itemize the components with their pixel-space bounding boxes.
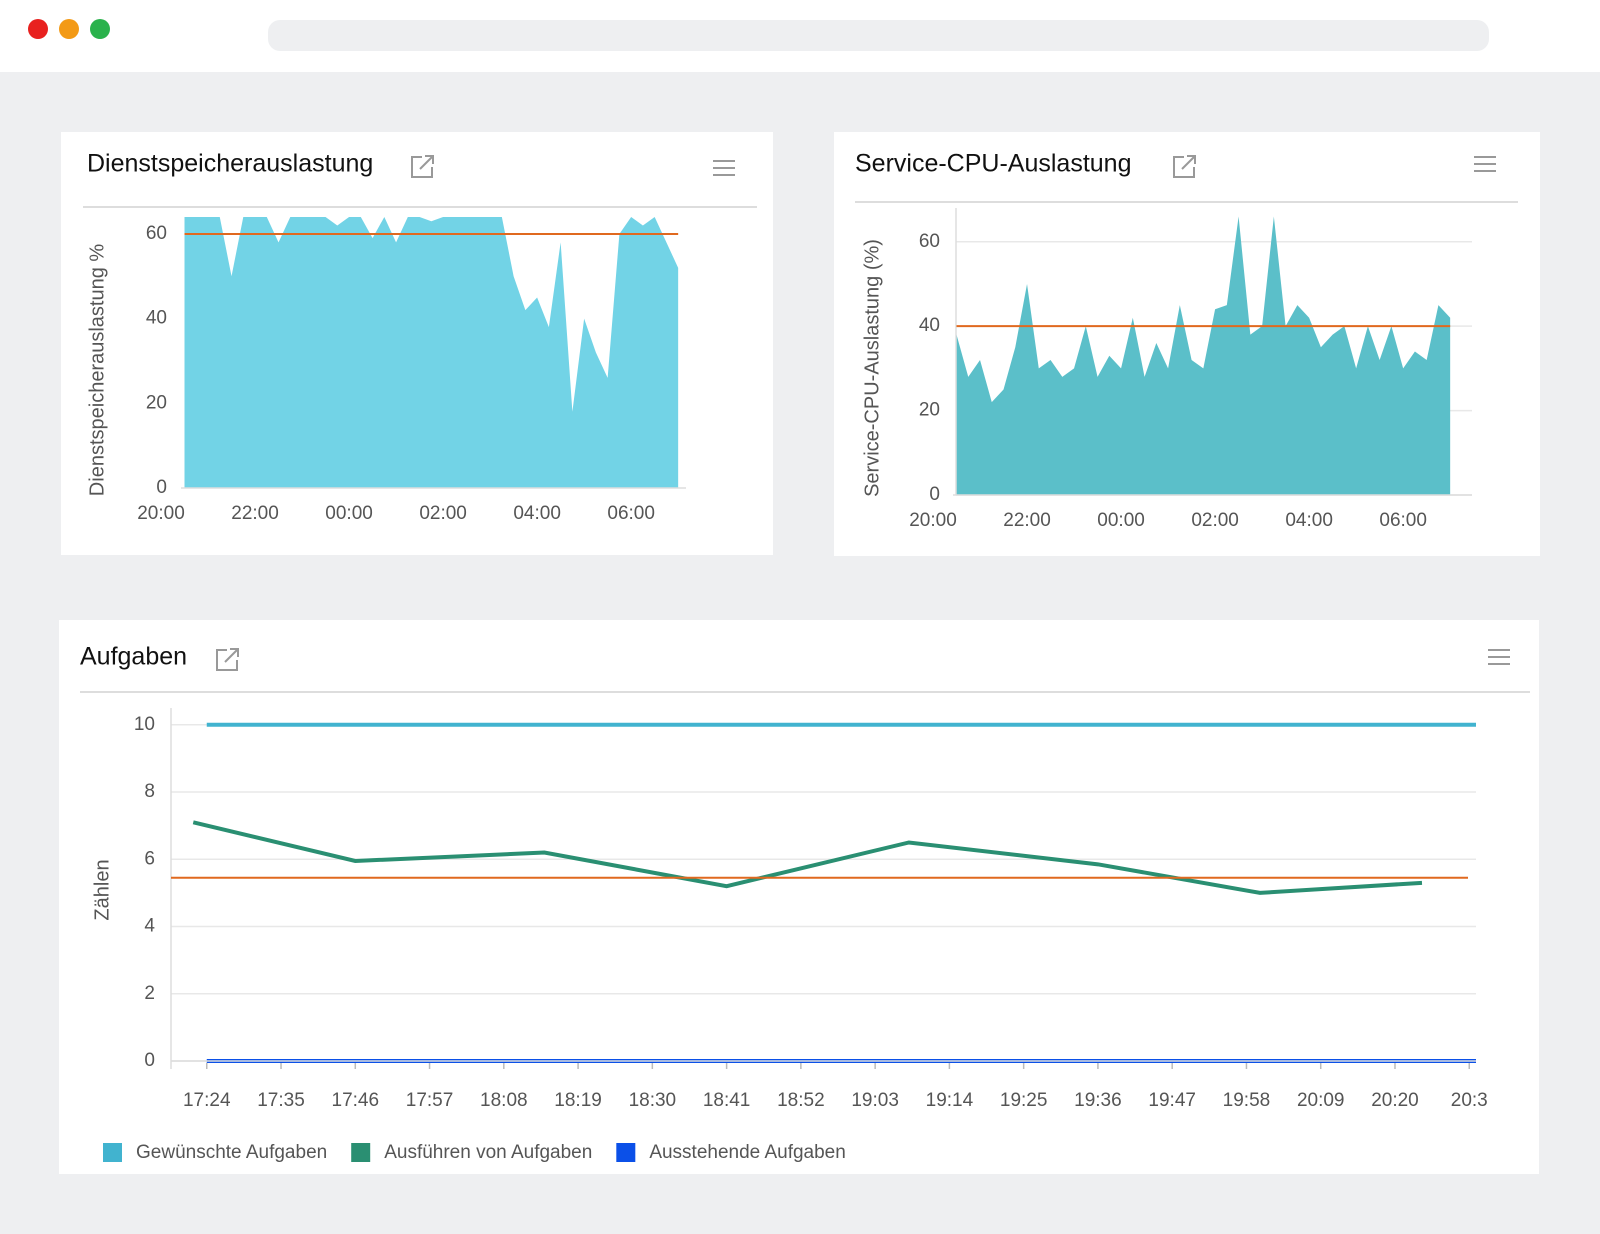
- x-tick-label: 06:00: [607, 503, 655, 524]
- y-tick-label: 8: [144, 781, 155, 802]
- x-tick-label: 02:00: [419, 503, 467, 524]
- x-tick-label: 02:00: [1191, 510, 1239, 531]
- chart-title: Aufgaben: [80, 643, 187, 671]
- y-tick-label: 0: [929, 484, 940, 505]
- icons: [216, 155, 1510, 671]
- y-tick-label: 0: [144, 1050, 155, 1071]
- menu-icon[interactable]: [1474, 156, 1496, 172]
- x-tick-label: 19:36: [1074, 1090, 1122, 1111]
- x-tick-label: 19:14: [926, 1090, 974, 1111]
- x-tick-label: 19:03: [851, 1090, 899, 1111]
- x-tick-label: 18:19: [554, 1090, 602, 1111]
- x-tick-label: 20:20: [1371, 1090, 1419, 1111]
- x-tick-label: 18:52: [777, 1090, 825, 1111]
- x-tick-label: 17:46: [332, 1090, 380, 1111]
- y-axis-label: Zählen: [91, 859, 113, 920]
- y-tick-label: 40: [919, 315, 940, 336]
- line: [192, 820, 1423, 895]
- x-tick-label: 19:25: [1000, 1090, 1048, 1111]
- x-tick-label: 18:30: [629, 1090, 677, 1111]
- y-tick-label: 40: [146, 308, 167, 329]
- legend-label: Gewünschte Aufgaben: [136, 1142, 327, 1163]
- y-tick-label: 10: [134, 714, 155, 735]
- y-tick-label: 4: [144, 916, 155, 937]
- legend-swatch: [103, 1143, 122, 1162]
- area: [184, 217, 679, 488]
- x-tick-label: 00:00: [325, 503, 373, 524]
- x-tick-label: 19:47: [1148, 1090, 1196, 1111]
- legend-label: Ausführen von Aufgaben: [384, 1142, 592, 1163]
- x-tick-label: 20:09: [1297, 1090, 1345, 1111]
- open-external-icon[interactable]: [216, 648, 239, 671]
- y-tick-label: 2: [144, 983, 155, 1004]
- x-tick-label: 22:00: [231, 503, 279, 524]
- x-tick-label: 00:00: [1097, 510, 1145, 531]
- x-tick-label: 17:35: [257, 1090, 305, 1111]
- maximize-button[interactable]: [90, 19, 110, 39]
- x-tick-label: 20:3: [1451, 1090, 1488, 1111]
- y-axis-label: Dienstspeicherauslastung %: [86, 244, 108, 497]
- address-bar[interactable]: [268, 20, 1489, 51]
- x-tick-label: 19:58: [1223, 1090, 1271, 1111]
- x-tick-label: 20:00: [137, 503, 185, 524]
- x-tick-label: 18:41: [703, 1090, 751, 1111]
- menu-icon[interactable]: [713, 160, 735, 176]
- open-external-icon[interactable]: [1173, 155, 1196, 178]
- y-tick-label: 20: [146, 392, 167, 413]
- x-tick-label: 22:00: [1003, 510, 1051, 531]
- legend-label: Ausstehende Aufgaben: [649, 1142, 846, 1163]
- area: [956, 216, 1451, 496]
- legend-swatch: [616, 1143, 636, 1162]
- x-tick-label: 17:24: [183, 1090, 231, 1111]
- menu-icon[interactable]: [1488, 649, 1510, 665]
- x-tick-label: 17:57: [406, 1090, 454, 1111]
- y-tick-label: 6: [144, 848, 155, 869]
- open-external-icon[interactable]: [411, 155, 434, 178]
- x-tick-label: 04:00: [1285, 510, 1333, 531]
- x-tick-label: 04:00: [513, 503, 561, 524]
- y-tick-label: 0: [156, 477, 167, 498]
- chart-title: Service-CPU-Auslastung: [855, 150, 1132, 178]
- legend-swatch: [351, 1143, 371, 1162]
- close-button[interactable]: [28, 19, 48, 39]
- y-axis-label: Service-CPU-Auslastung (%): [861, 239, 883, 497]
- y-tick-label: 60: [919, 231, 940, 252]
- minimize-button[interactable]: [59, 19, 79, 39]
- y-tick-label: 60: [146, 223, 167, 244]
- y-tick-label: 20: [919, 400, 940, 421]
- chart-title: Dienstspeicherauslastung: [87, 150, 373, 178]
- x-tick-label: 20:00: [909, 510, 957, 531]
- x-tick-label: 18:08: [480, 1090, 528, 1111]
- panel: [59, 620, 1539, 1174]
- x-tick-label: 06:00: [1379, 510, 1427, 531]
